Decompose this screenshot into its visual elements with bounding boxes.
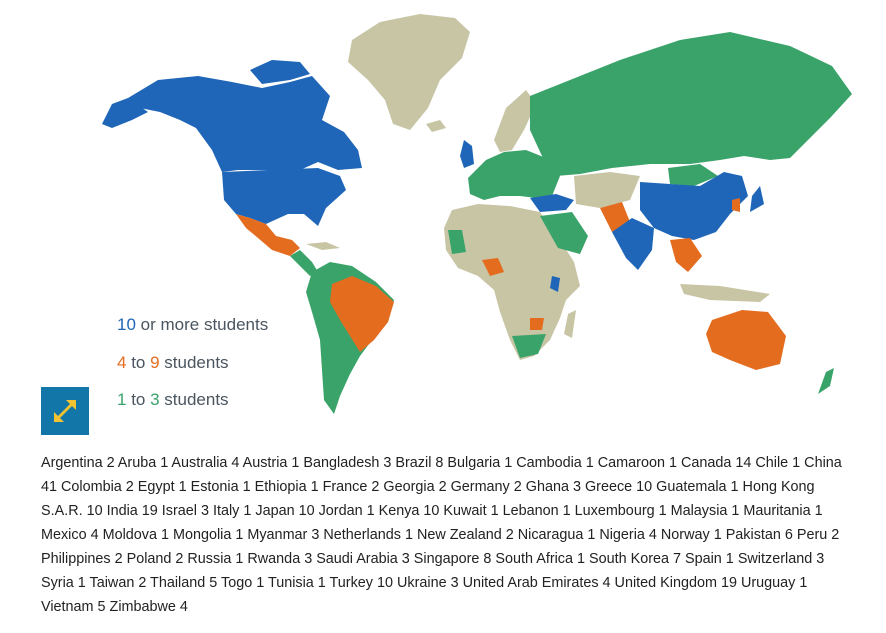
region-central-asia bbox=[574, 172, 640, 208]
region-central-america bbox=[290, 250, 318, 276]
region-indonesia bbox=[680, 284, 770, 302]
map-legend: 10 or more students 4 to 9 students 1 to… bbox=[117, 314, 268, 427]
region-kenya bbox=[550, 276, 560, 292]
region-china bbox=[640, 172, 748, 240]
legend-item-one-to-three: 1 to 3 students bbox=[117, 390, 229, 409]
region-scandinavia bbox=[494, 90, 536, 152]
world-map bbox=[102, 14, 852, 414]
region-caribbean bbox=[306, 242, 340, 250]
region-zimbabwe bbox=[530, 318, 544, 330]
region-australia bbox=[706, 310, 786, 370]
region-alaska bbox=[102, 98, 148, 128]
region-india bbox=[612, 218, 654, 270]
region-southeast-asia bbox=[670, 238, 702, 272]
region-russia bbox=[530, 32, 852, 176]
region-korea bbox=[732, 198, 740, 212]
region-middle-east bbox=[540, 212, 588, 254]
region-turkey bbox=[530, 194, 574, 212]
region-japan bbox=[750, 186, 764, 212]
region-nigeria bbox=[482, 258, 504, 276]
legend-item-four-to-nine: 4 to 9 students bbox=[117, 352, 229, 372]
region-brazil bbox=[330, 276, 394, 352]
region-uk bbox=[460, 140, 474, 168]
region-usa bbox=[222, 168, 346, 226]
region-europe bbox=[468, 150, 560, 200]
region-greenland bbox=[348, 14, 470, 130]
country-student-count-list: Argentina 2 Aruba 1 Australia 4 Austria … bbox=[41, 455, 842, 615]
region-mongolia bbox=[668, 164, 718, 186]
legend-item-ten-plus: 10 or more students bbox=[117, 315, 269, 334]
region-arctic-islands bbox=[250, 60, 310, 84]
region-canada bbox=[128, 76, 362, 172]
region-madagascar bbox=[564, 310, 576, 338]
region-africa bbox=[444, 204, 580, 360]
region-iceland bbox=[426, 120, 446, 132]
expand-map-button[interactable] bbox=[41, 387, 89, 435]
region-mexico bbox=[236, 214, 300, 256]
region-south-africa bbox=[512, 334, 546, 358]
expand-arrows-icon bbox=[54, 400, 76, 422]
region-north-africa bbox=[448, 230, 466, 254]
region-pakistan bbox=[600, 202, 630, 232]
region-new-zealand bbox=[818, 368, 834, 394]
